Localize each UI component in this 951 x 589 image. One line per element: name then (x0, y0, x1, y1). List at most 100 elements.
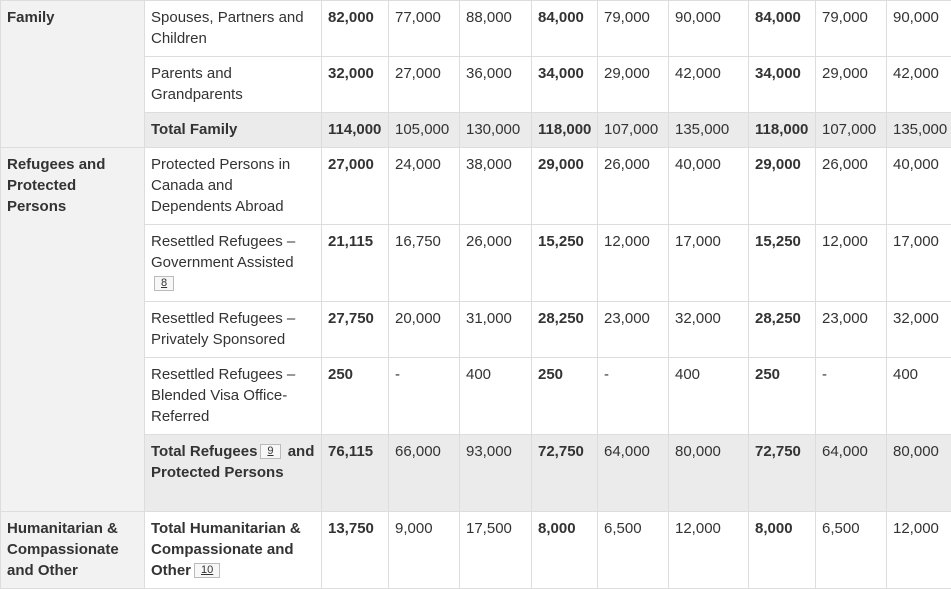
value-cell: 12,000 (598, 225, 669, 302)
value-cell: 88,000 (460, 1, 532, 57)
value-cell: 40,000 (887, 148, 951, 225)
value-cell: 90,000 (669, 1, 749, 57)
value-cell: 72,750 (532, 435, 598, 512)
value-cell: 32,000 (669, 302, 749, 358)
row-label: Total Humanitarian & Compassionate and O… (151, 520, 301, 579)
category-family: Family (1, 1, 145, 148)
value-cell: 34,000 (532, 57, 598, 113)
value-cell: 20,000 (389, 302, 460, 358)
value-cell: 250 (322, 358, 389, 435)
row-label: Total Refugees (151, 443, 257, 460)
value-cell: 32,000 (887, 302, 951, 358)
row-label: Protected Persons in Canada and Dependen… (145, 148, 322, 225)
value-cell: 64,000 (598, 435, 669, 512)
row-label: Parents and Grandparents (145, 57, 322, 113)
value-cell: 250 (749, 358, 816, 435)
row-label: Spouses, Partners and Children (145, 1, 322, 57)
footnote-link[interactable]: 10 (194, 563, 220, 578)
row-label-cell: Resettled Refugees – Government Assisted… (145, 225, 322, 302)
value-cell: 118,000 (749, 113, 816, 148)
table-row: Refugees and Protected Persons Protected… (1, 148, 951, 225)
value-cell: 79,000 (598, 1, 669, 57)
value-cell: 80,000 (887, 435, 951, 512)
value-cell: 36,000 (460, 57, 532, 113)
value-cell: 21,115 (322, 225, 389, 302)
value-cell: 84,000 (749, 1, 816, 57)
value-cell: 32,000 (322, 57, 389, 113)
value-cell: 90,000 (887, 1, 951, 57)
value-cell: 29,000 (816, 57, 887, 113)
value-cell: 12,000 (887, 512, 951, 589)
value-cell: 72,750 (749, 435, 816, 512)
row-label: Resettled Refugees – Government Assisted (151, 233, 295, 271)
value-cell: 38,000 (460, 148, 532, 225)
value-cell: 107,000 (816, 113, 887, 148)
value-cell: 29,000 (532, 148, 598, 225)
value-cell: 135,000 (887, 113, 951, 148)
row-label: Resettled Refugees – Blended Visa Office… (145, 358, 322, 435)
value-cell: 13,750 (322, 512, 389, 589)
value-cell: 77,000 (389, 1, 460, 57)
value-cell: 8,000 (532, 512, 598, 589)
value-cell: 105,000 (389, 113, 460, 148)
value-cell: 118,000 (532, 113, 598, 148)
value-cell: 26,000 (460, 225, 532, 302)
table-row: Family Spouses, Partners and Children 82… (1, 1, 951, 57)
value-cell: 15,250 (532, 225, 598, 302)
row-label: Resettled Refugees – Privately Sponsored (145, 302, 322, 358)
value-cell: 26,000 (816, 148, 887, 225)
value-cell: 26,000 (598, 148, 669, 225)
value-cell: 107,000 (598, 113, 669, 148)
value-cell: 42,000 (669, 57, 749, 113)
table-row: Humanitarian & Compassionate and Other T… (1, 512, 951, 589)
value-cell: 79,000 (816, 1, 887, 57)
value-cell: 114,000 (322, 113, 389, 148)
value-cell: 17,000 (669, 225, 749, 302)
value-cell: 27,750 (322, 302, 389, 358)
footnote-link[interactable]: 9 (260, 444, 280, 459)
value-cell: 12,000 (669, 512, 749, 589)
value-cell: 17,000 (887, 225, 951, 302)
value-cell: - (816, 358, 887, 435)
value-cell: 76,115 (322, 435, 389, 512)
value-cell: 135,000 (669, 113, 749, 148)
value-cell: 130,000 (460, 113, 532, 148)
value-cell: 29,000 (749, 148, 816, 225)
value-cell: 66,000 (389, 435, 460, 512)
value-cell: 250 (532, 358, 598, 435)
value-cell: 80,000 (669, 435, 749, 512)
value-cell: 34,000 (749, 57, 816, 113)
value-cell: 400 (460, 358, 532, 435)
category-humanitarian: Humanitarian & Compassionate and Other (1, 512, 145, 589)
value-cell: 8,000 (749, 512, 816, 589)
value-cell: 27,000 (389, 57, 460, 113)
row-label-cell: Total Humanitarian & Compassionate and O… (145, 512, 322, 589)
value-cell: - (389, 358, 460, 435)
value-cell: 23,000 (816, 302, 887, 358)
value-cell: 84,000 (532, 1, 598, 57)
value-cell: 6,500 (816, 512, 887, 589)
value-cell: 82,000 (322, 1, 389, 57)
value-cell: 23,000 (598, 302, 669, 358)
value-cell: 40,000 (669, 148, 749, 225)
value-cell: 17,500 (460, 512, 532, 589)
row-label: Total Family (145, 113, 322, 148)
value-cell: 16,750 (389, 225, 460, 302)
value-cell: 31,000 (460, 302, 532, 358)
value-cell: 29,000 (598, 57, 669, 113)
value-cell: 42,000 (887, 57, 951, 113)
footnote-link[interactable]: 8 (154, 276, 174, 291)
value-cell: 9,000 (389, 512, 460, 589)
category-refugees: Refugees and Protected Persons (1, 148, 145, 512)
value-cell: 27,000 (322, 148, 389, 225)
value-cell: 400 (887, 358, 951, 435)
value-cell: 12,000 (816, 225, 887, 302)
value-cell: 400 (669, 358, 749, 435)
value-cell: 64,000 (816, 435, 887, 512)
value-cell: 28,250 (532, 302, 598, 358)
value-cell: 28,250 (749, 302, 816, 358)
value-cell: 24,000 (389, 148, 460, 225)
value-cell: 93,000 (460, 435, 532, 512)
